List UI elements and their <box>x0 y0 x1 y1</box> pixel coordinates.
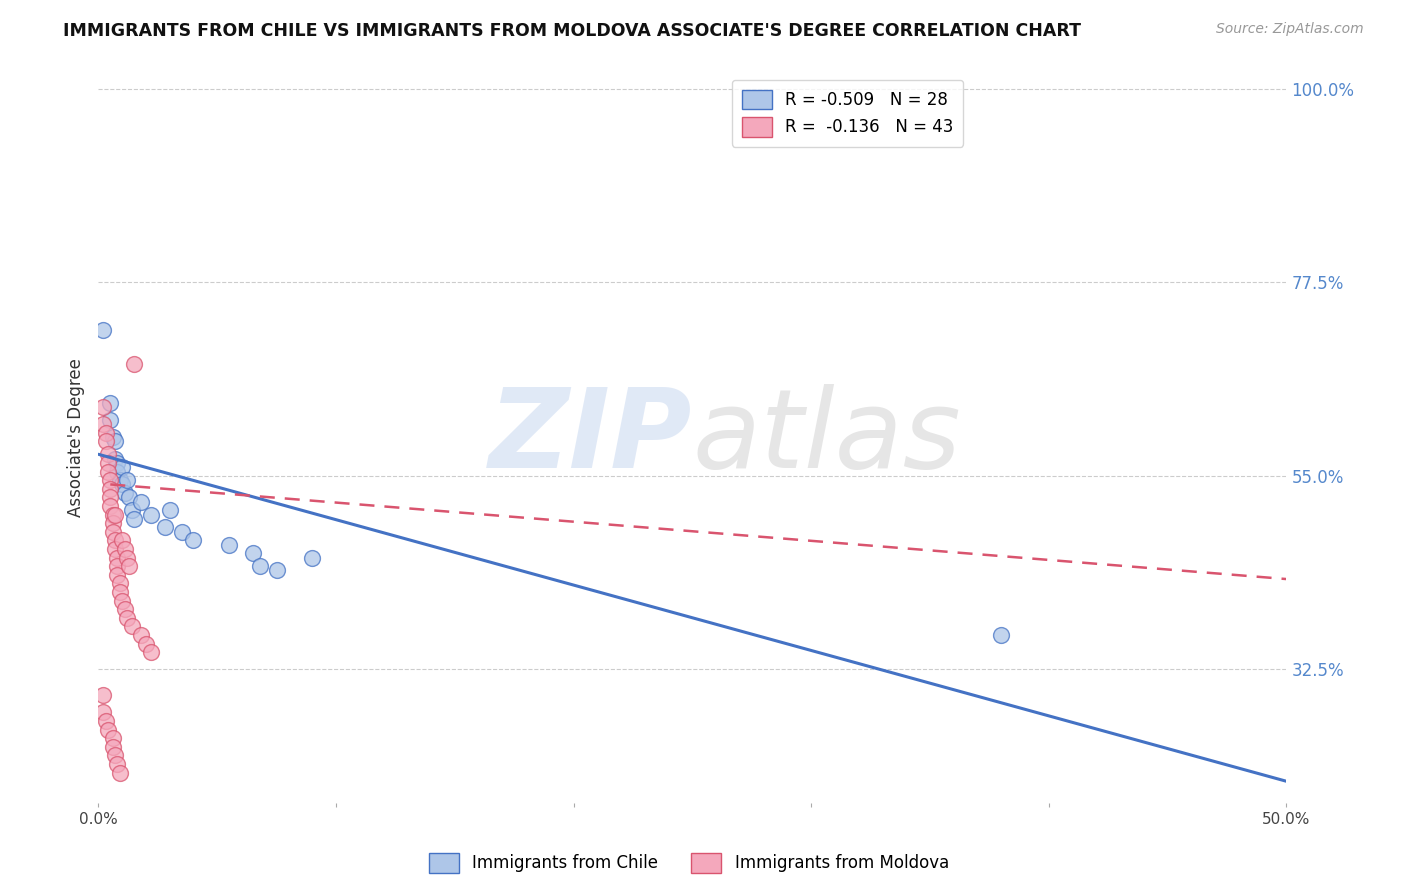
Point <box>104 508 127 522</box>
Point <box>98 413 121 427</box>
Point <box>107 757 129 772</box>
Point <box>129 494 152 508</box>
Point <box>91 322 114 336</box>
Point <box>108 576 131 591</box>
Point <box>98 482 121 496</box>
Point <box>104 748 127 763</box>
Point <box>107 465 129 479</box>
Point <box>98 473 121 487</box>
Point <box>114 602 136 616</box>
Point <box>104 451 127 466</box>
Point <box>107 559 129 574</box>
Legend: R = -0.509   N = 28, R =  -0.136   N = 43: R = -0.509 N = 28, R = -0.136 N = 43 <box>731 79 963 146</box>
Point <box>990 628 1012 642</box>
Y-axis label: Associate's Degree: Associate's Degree <box>66 358 84 516</box>
Point <box>114 486 136 500</box>
Point <box>104 533 127 548</box>
Point <box>301 550 323 565</box>
Point <box>115 611 138 625</box>
Text: Source: ZipAtlas.com: Source: ZipAtlas.com <box>1216 22 1364 37</box>
Point <box>91 400 114 414</box>
Point <box>159 503 181 517</box>
Point <box>118 491 141 505</box>
Point <box>98 491 121 505</box>
Point <box>94 434 117 449</box>
Point <box>91 688 114 702</box>
Point <box>118 559 141 574</box>
Point <box>98 499 121 513</box>
Point <box>114 541 136 556</box>
Point <box>107 456 129 470</box>
Point <box>115 550 138 565</box>
Point <box>98 395 121 409</box>
Point <box>111 593 134 607</box>
Point <box>242 546 264 560</box>
Point <box>101 516 124 530</box>
Point <box>107 550 129 565</box>
Point <box>107 567 129 582</box>
Point <box>94 425 117 440</box>
Point <box>108 585 131 599</box>
Point <box>121 619 143 633</box>
Point <box>111 533 134 548</box>
Point <box>91 706 114 720</box>
Point <box>97 465 120 479</box>
Text: IMMIGRANTS FROM CHILE VS IMMIGRANTS FROM MOLDOVA ASSOCIATE'S DEGREE CORRELATION : IMMIGRANTS FROM CHILE VS IMMIGRANTS FROM… <box>63 22 1081 40</box>
Point <box>108 765 131 780</box>
Point <box>139 508 162 522</box>
Point <box>139 645 162 659</box>
Point <box>183 533 205 548</box>
Point <box>115 473 138 487</box>
Point <box>218 538 240 552</box>
Legend: Immigrants from Chile, Immigrants from Moldova: Immigrants from Chile, Immigrants from M… <box>422 847 956 880</box>
Point <box>121 503 143 517</box>
Point <box>101 524 124 539</box>
Point <box>249 559 271 574</box>
Point <box>97 723 120 737</box>
Point <box>104 434 127 449</box>
Text: ZIP: ZIP <box>489 384 693 491</box>
Point <box>97 447 120 461</box>
Point <box>122 512 145 526</box>
Point <box>101 430 124 444</box>
Point <box>153 520 176 534</box>
Point <box>101 508 124 522</box>
Point <box>122 357 145 371</box>
Point <box>94 714 117 728</box>
Point <box>97 456 120 470</box>
Point <box>108 473 131 487</box>
Point <box>135 637 157 651</box>
Text: atlas: atlas <box>693 384 962 491</box>
Point <box>104 541 127 556</box>
Point <box>101 739 124 754</box>
Point <box>101 731 124 746</box>
Point <box>111 460 134 475</box>
Point <box>129 628 152 642</box>
Point <box>170 524 193 539</box>
Point <box>266 564 288 578</box>
Point <box>111 477 134 491</box>
Point <box>91 417 114 432</box>
